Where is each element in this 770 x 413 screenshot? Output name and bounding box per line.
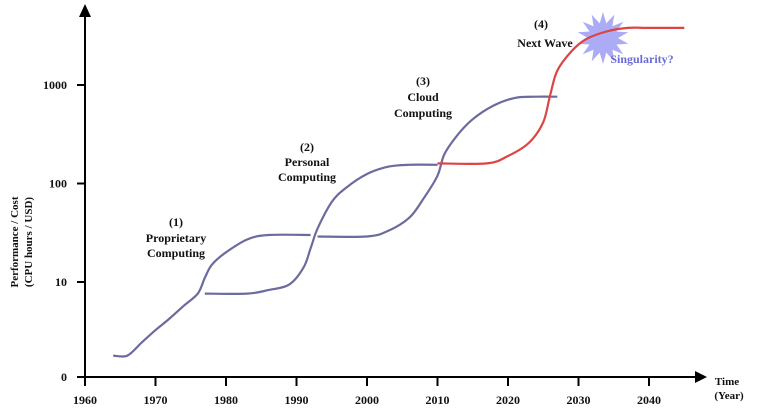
y-ticks: 0 10 100 1000	[43, 78, 85, 384]
annotation-3-line-2: Computing	[394, 106, 452, 120]
y-axis-title: Performance / Cost	[9, 196, 21, 287]
x-tick-label: 2040	[637, 393, 661, 407]
series-line-4	[437, 26, 685, 166]
annotation-1-number: (1)	[169, 215, 183, 229]
y-axis-arrow	[79, 4, 91, 17]
x-ticks: 1960 1970 1980 1990 2000 2010 2020 2030 2040	[73, 377, 661, 407]
starburst-icon	[577, 12, 629, 64]
x-axis-unit: (Year)	[714, 390, 744, 402]
series-line-2	[204, 163, 438, 295]
annotation-2-line-1: Personal	[285, 155, 330, 169]
y-tick-label: 1000	[43, 78, 67, 92]
annotation-1-line-2: Computing	[147, 246, 205, 260]
series-layer	[113, 26, 685, 358]
x-tick-label: 1970	[144, 393, 168, 407]
annotation-4-line-1: Next Wave	[517, 36, 573, 50]
x-tick-label: 2020	[496, 393, 520, 407]
y-tick-label: 10	[55, 275, 67, 289]
annotations: (1) Proprietary Computing (2) Personal C…	[146, 17, 674, 260]
annotation-1-line-1: Proprietary	[146, 231, 206, 245]
y-tick-label: 100	[49, 177, 67, 191]
singularity-label: Singularity?	[610, 52, 673, 66]
x-tick-label: 1980	[214, 393, 238, 407]
y-tick-label: 0	[61, 370, 67, 384]
x-tick-label: 2010	[426, 393, 450, 407]
annotation-3-number: (3)	[416, 74, 430, 88]
annotation-2-number: (2)	[300, 140, 314, 154]
annotation-4-number: (4)	[534, 17, 548, 31]
series-line-3	[317, 95, 558, 238]
y-axis-unit: (CPU hours / USD)	[23, 197, 35, 287]
series-line-1	[113, 233, 311, 358]
x-tick-label: 1990	[285, 393, 309, 407]
annotation-3-line-1: Cloud	[407, 90, 439, 104]
x-axis-arrow	[695, 371, 707, 383]
x-tick-label: 2000	[355, 393, 379, 407]
x-tick-label: 2030	[567, 393, 591, 407]
x-tick-label: 1960	[73, 393, 97, 407]
axes	[79, 4, 707, 383]
annotation-2-line-2: Computing	[278, 170, 336, 184]
x-axis-title: Time	[715, 376, 739, 388]
singularity-starburst	[577, 12, 629, 64]
